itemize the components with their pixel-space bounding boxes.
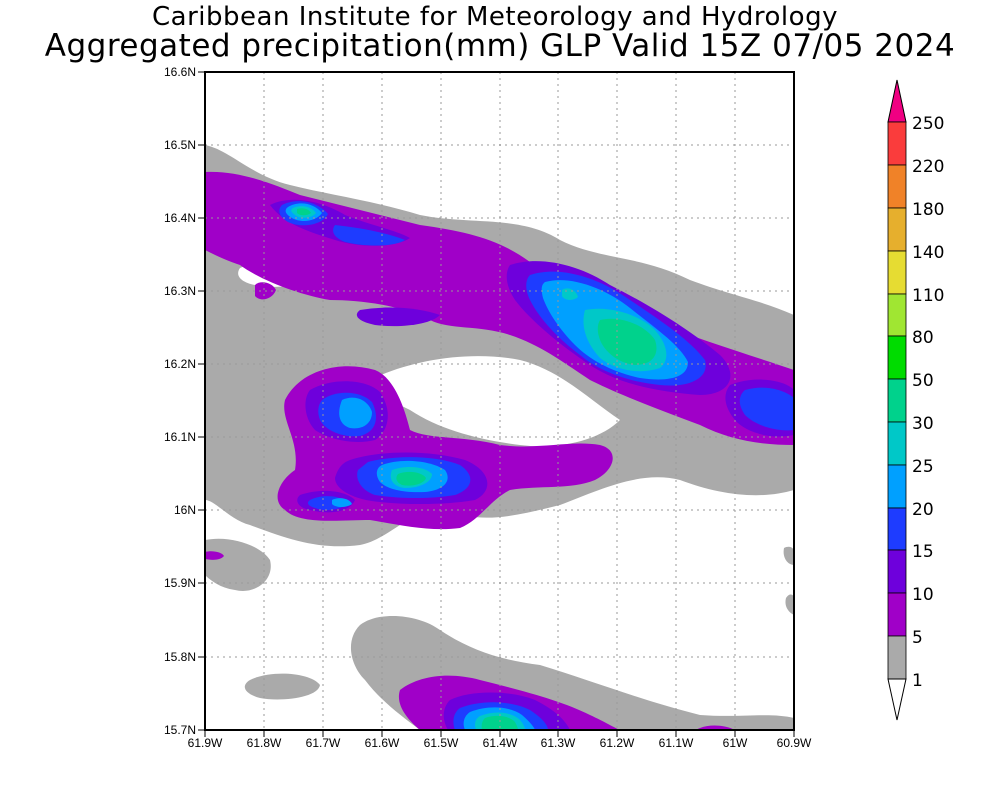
colorbar-bin-140-180 [887, 207, 907, 252]
lon-label: 61.6W [365, 736, 400, 750]
colorbar-bin-30-50 [887, 378, 907, 423]
lon-label: 61.7W [306, 736, 341, 750]
colorbar-label: 180 [912, 200, 944, 220]
lon-label: 61W [723, 736, 748, 750]
colorbar-bottom-arrow [887, 678, 907, 721]
lat-label: 16.5N [164, 138, 196, 152]
colorbar-bin-20-25 [887, 464, 907, 509]
colorbar-bin-10-15 [887, 549, 907, 594]
colorbar-label: 20 [912, 500, 934, 520]
lat-label: 16.3N [164, 284, 196, 298]
lon-label: 61.4W [483, 736, 518, 750]
colorbar-bin-80-110 [887, 293, 907, 337]
lat-label: 16.6N [164, 65, 196, 79]
colorbar-label: 80 [912, 328, 934, 348]
colorbar-label: 30 [912, 414, 934, 434]
colorbar: 250 220 180 140 110 80 50 30 25 20 15 10… [887, 79, 944, 721]
institute-title: Caribbean Institute for Meteorology and … [152, 2, 838, 32]
product-title: Aggregated precipitation(mm) GLP Valid 1… [44, 28, 956, 64]
colorbar-bin-25-30 [887, 421, 907, 466]
colorbar-bin-180-220 [887, 164, 907, 209]
lon-label: 61.3W [541, 736, 576, 750]
colorbar-label: 250 [912, 114, 944, 134]
lat-axis: 16.6N 16.5N 16.4N 16.3N 16.2N 16.1N 16N … [164, 65, 205, 737]
colorbar-label: 5 [912, 628, 923, 648]
lon-label: 61.8W [247, 736, 282, 750]
lon-label: 61.5W [424, 736, 459, 750]
lat-label: 16N [174, 503, 196, 517]
colorbar-label: 25 [912, 457, 934, 477]
lat-label: 15.7N [164, 723, 196, 737]
lon-label: 61.2W [600, 736, 635, 750]
colorbar-label: 140 [912, 243, 944, 263]
colorbar-bin-5-10 [887, 592, 907, 637]
colorbar-bin-15-20 [887, 507, 907, 551]
colorbar-bin-220-250 [887, 121, 907, 166]
map-grid [205, 72, 794, 730]
lon-label: 60.9W [777, 736, 812, 750]
colorbar-label: 15 [912, 542, 934, 562]
colorbar-label: 50 [912, 371, 934, 391]
lon-axis: 61.9W 61.8W 61.7W 61.6W 61.5W 61.4W 61.3… [188, 730, 812, 750]
lat-label: 15.8N [164, 650, 196, 664]
colorbar-bin-1-5 [887, 635, 907, 680]
colorbar-label: 10 [912, 585, 934, 605]
colorbar-label: 1 [912, 671, 923, 691]
colorbar-bin-50-80 [887, 335, 907, 380]
precip-30-50mm [297, 208, 657, 730]
colorbar-label: 220 [912, 157, 944, 177]
colorbar-top-arrow [887, 79, 907, 123]
lat-label: 15.9N [164, 576, 196, 590]
lat-label: 16.1N [164, 430, 196, 444]
colorbar-label: 110 [912, 286, 944, 306]
precip-field [205, 145, 794, 730]
lon-label: 61.1W [659, 736, 694, 750]
lat-label: 16.2N [164, 357, 196, 371]
lat-label: 16.4N [164, 211, 196, 225]
lon-label: 61.9W [188, 736, 223, 750]
colorbar-bin-110-140 [887, 250, 907, 295]
